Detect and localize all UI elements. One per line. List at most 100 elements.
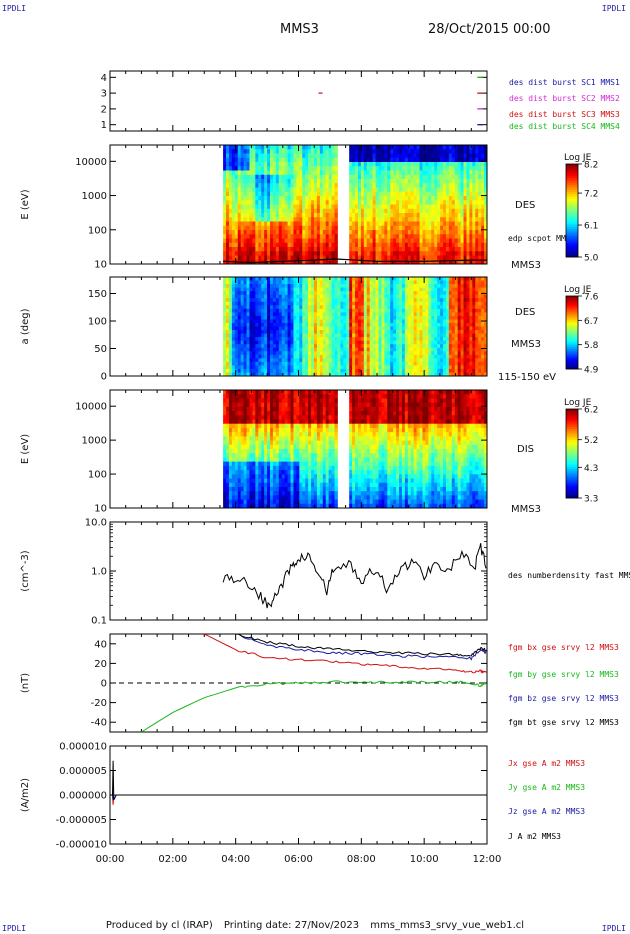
heatmap-cell (416, 312, 420, 317)
heatmap-cell (234, 358, 239, 363)
heatmap-cell (275, 315, 280, 320)
heatmap-cell (328, 326, 332, 331)
heatmap-cell (387, 234, 391, 239)
heatmap-cell (366, 291, 371, 296)
heatmap-cell (460, 368, 464, 373)
heatmap-cell (349, 200, 353, 205)
heatmap-cell (237, 196, 242, 201)
heatmap-cell (281, 280, 286, 285)
heatmap-cell (334, 208, 338, 214)
heatmap-cell (451, 166, 456, 171)
heatmap-cell (384, 284, 388, 289)
heatmap-cell (293, 242, 297, 248)
heatmap-cell (231, 179, 236, 184)
heatmap-cell (451, 170, 456, 176)
heatmap-cell (275, 166, 280, 171)
heatmap-cell (340, 344, 344, 349)
heatmap-cell (258, 174, 262, 180)
heatmap-cell (443, 358, 447, 363)
heatmap-cell (308, 358, 312, 363)
heatmap-cell (349, 242, 353, 248)
heatmap-cell (243, 183, 247, 188)
heatmap-cell (445, 315, 450, 320)
heatmap-cell (264, 280, 268, 285)
heatmap-cell (390, 354, 394, 359)
heatmap-cell (264, 372, 268, 377)
heatmap-cell (287, 230, 291, 235)
heatmap-cell (375, 174, 379, 180)
heatmap-cell (302, 372, 306, 377)
heatmap-cell (337, 368, 341, 373)
heatmap-cell (393, 351, 397, 356)
heatmap-cell (419, 326, 423, 331)
heatmap-cell (469, 174, 473, 180)
heatmap-cell (311, 351, 315, 356)
heatmap-cell (237, 284, 242, 289)
heatmap-cell (258, 340, 262, 345)
heatmap-cell (249, 179, 253, 184)
heatmap-cell (275, 372, 280, 377)
heatmap-cell (328, 242, 332, 248)
heatmap-cell (360, 337, 365, 342)
heatmap-cell (284, 242, 289, 248)
heatmap-cell (281, 157, 286, 163)
heatmap-cell (240, 238, 245, 244)
heatmap-cell (322, 368, 327, 373)
heatmap-cell (469, 337, 473, 342)
heatmap-cell (372, 162, 376, 167)
heatmap-cell (311, 162, 315, 167)
heatmap-cell (255, 365, 259, 370)
heatmap-cell (226, 344, 230, 349)
heatmap-cell (466, 166, 470, 171)
heatmap-cell (299, 208, 303, 214)
heatmap-cell (425, 242, 429, 248)
heatmap-cell (363, 305, 368, 310)
heatmap-cell (299, 291, 303, 296)
heatmap-cell (372, 179, 376, 184)
heatmap-cell (243, 277, 247, 281)
heatmap-cell (319, 170, 324, 176)
heatmap-cell (267, 200, 271, 205)
heatmap-cell (270, 170, 274, 176)
heatmap-cell (316, 358, 321, 363)
heatmap-cell (448, 238, 453, 244)
heatmap-cell (275, 294, 280, 299)
heatmap-cell (425, 322, 429, 327)
heatmap-cell (399, 162, 403, 167)
heatmap-cell (472, 284, 476, 289)
heatmap-cell (305, 340, 309, 345)
heatmap-cell (305, 251, 309, 256)
heatmap-cell (270, 287, 274, 292)
heatmap-cell (284, 308, 289, 313)
heatmap-cell (302, 166, 306, 171)
heatmap-cell (346, 294, 350, 299)
heatmap-cell (393, 287, 397, 292)
heatmap-cell (437, 149, 441, 154)
heatmap-cell (375, 308, 379, 313)
heatmap-cell (384, 238, 388, 244)
heatmap-cell (249, 247, 253, 252)
heatmap-cell (343, 333, 347, 338)
heatmap-cell (460, 294, 464, 299)
heatmap-cell (448, 196, 453, 201)
heatmap-cell (431, 213, 435, 218)
heatmap-cell (311, 365, 315, 370)
heatmap-cell (249, 255, 253, 261)
heatmap-cell (231, 337, 236, 342)
heatmap-cell (372, 187, 376, 193)
heatmap-cell (410, 358, 415, 363)
heatmap-cell (231, 225, 236, 231)
heatmap-cell (258, 315, 262, 320)
heatmap-cell (267, 340, 271, 345)
heatmap-cell (410, 242, 415, 248)
heatmap-cell (484, 191, 488, 197)
heatmap-cell (267, 284, 271, 289)
heatmap-cell (316, 280, 321, 285)
heatmap-cell (261, 149, 265, 154)
heatmap-cell (366, 315, 371, 320)
heatmap-cell (445, 153, 450, 159)
heatmap-cell (440, 238, 444, 244)
heatmap-cell (401, 234, 406, 239)
heatmap-cell (243, 255, 247, 261)
